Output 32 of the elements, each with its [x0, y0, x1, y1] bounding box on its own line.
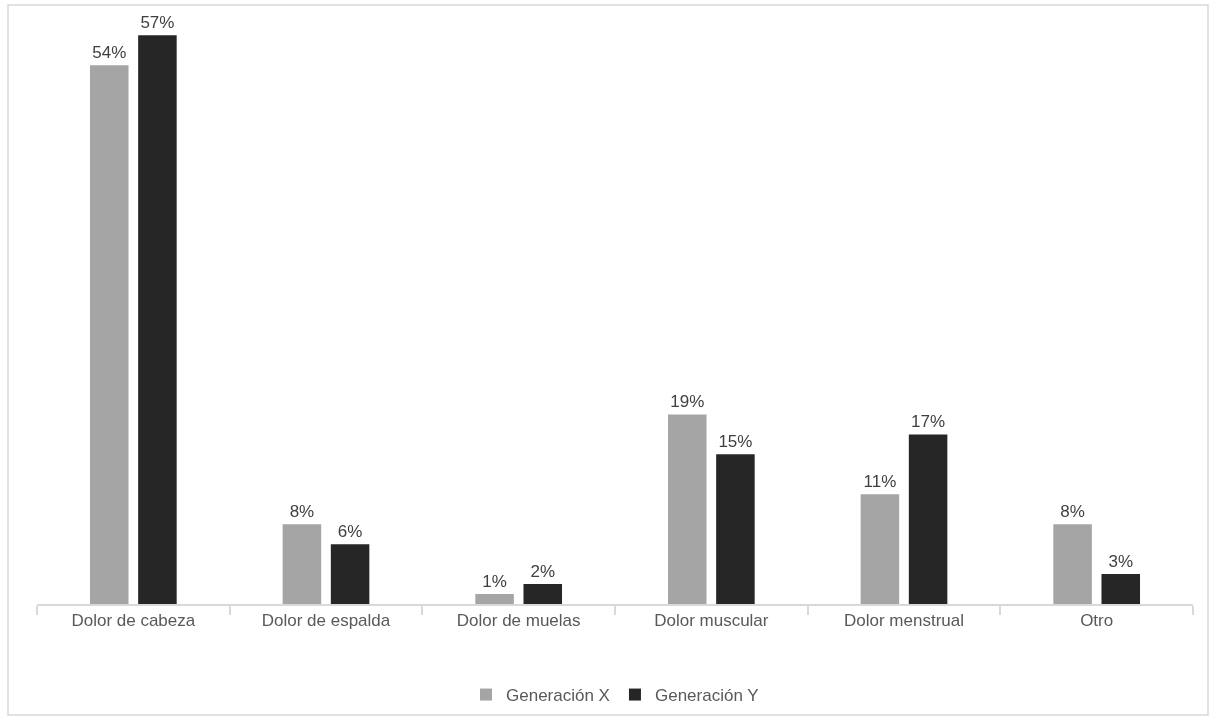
data-label: 11% [863, 472, 897, 492]
bar [908, 434, 948, 604]
x-tick-label: Dolor de muelas [456, 611, 581, 631]
data-label: 2% [530, 562, 556, 582]
x-tick-label: Dolor menstrual [844, 611, 964, 631]
data-label: 54% [92, 43, 127, 63]
data-label: 8% [1060, 502, 1085, 522]
x-tick-label: Dolor de espalda [261, 611, 391, 631]
bar [667, 414, 707, 604]
x-tick-label: Dolor de cabeza [71, 611, 196, 631]
bar [89, 65, 129, 604]
data-label: 3% [1108, 552, 1134, 572]
data-label: 1% [482, 572, 507, 592]
x-tick-label: Dolor muscular [654, 611, 769, 631]
bar [716, 454, 755, 604]
data-label: 19% [670, 392, 705, 412]
data-label: 17% [911, 412, 946, 432]
legend-label: Generación Y [654, 686, 759, 706]
bar [1053, 524, 1092, 604]
data-label: 6% [337, 522, 363, 542]
bar [1101, 574, 1141, 604]
x-tick-label: Otro [1080, 611, 1114, 631]
data-label: 15% [718, 432, 753, 452]
bar [860, 494, 900, 604]
bar [282, 524, 322, 604]
bar [523, 584, 563, 604]
data-label: 8% [289, 502, 315, 522]
bar [330, 544, 370, 604]
data-label: 57% [140, 13, 175, 33]
bar [138, 35, 177, 604]
bar [475, 594, 514, 604]
legend-label: Generación X [506, 686, 610, 706]
